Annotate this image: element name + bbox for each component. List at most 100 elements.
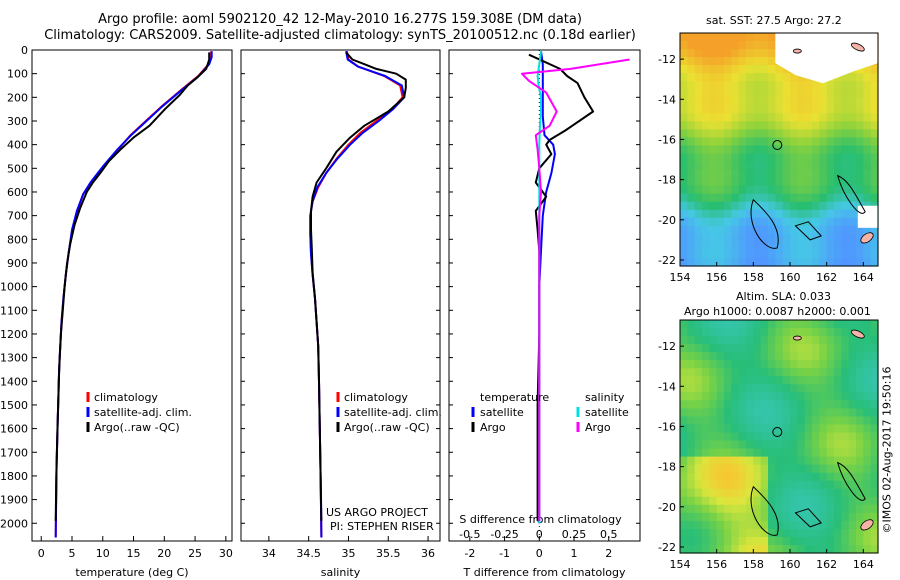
map-cell	[819, 233, 828, 243]
map-cell	[680, 352, 688, 361]
map-cell	[775, 496, 784, 506]
map-cell	[709, 320, 718, 329]
map-cell	[856, 400, 864, 409]
map-cell	[775, 65, 784, 74]
map-cell	[826, 137, 835, 146]
map-cell	[804, 432, 813, 442]
map-cell	[768, 249, 776, 259]
y-tick-label: 2000	[0, 517, 28, 530]
map-cell	[841, 225, 850, 235]
map-cell	[775, 193, 784, 203]
map-cell	[834, 488, 842, 498]
map-cell	[782, 105, 791, 114]
map-cell	[724, 73, 732, 82]
map-cell	[804, 137, 813, 146]
map-cell	[834, 464, 842, 474]
map-cell	[834, 320, 842, 329]
map-cell	[768, 73, 776, 82]
map-cell	[834, 193, 842, 203]
map-cell	[687, 376, 696, 385]
map-cell	[753, 440, 762, 450]
map-cell	[870, 504, 879, 514]
map-cell	[738, 89, 747, 98]
map-cell	[797, 472, 806, 482]
map-cell	[738, 113, 747, 122]
map-cell	[826, 113, 835, 122]
map-cell	[680, 89, 688, 98]
map-cell	[760, 480, 769, 490]
map-cell	[856, 376, 864, 385]
map-cell	[775, 113, 784, 122]
map-cell	[760, 512, 769, 522]
map-cell	[724, 472, 732, 482]
map-cell	[819, 121, 828, 130]
map-cell	[702, 169, 710, 179]
map-cell	[702, 480, 710, 490]
map-cell	[687, 65, 696, 74]
map-cell	[702, 233, 710, 243]
map-cell	[694, 545, 703, 554]
map-cell	[848, 528, 857, 538]
map-cell	[797, 225, 806, 235]
map-cell	[797, 209, 806, 219]
map-cell	[753, 225, 762, 235]
map-cell	[797, 432, 806, 442]
map-cell	[804, 392, 813, 401]
map-cell	[687, 153, 696, 163]
legend-label: Argo	[585, 421, 611, 434]
map-cell	[753, 97, 762, 106]
map-cell	[753, 536, 762, 546]
map-cell	[870, 480, 879, 490]
map-cell	[716, 360, 725, 369]
map-cell	[738, 360, 747, 369]
map-cell	[863, 113, 872, 122]
map-cell	[746, 408, 754, 417]
map-cell	[716, 185, 725, 195]
map-cell	[702, 528, 710, 538]
map-cell	[694, 225, 703, 235]
map-cell	[790, 512, 798, 522]
map-cell	[790, 328, 798, 337]
map-cell	[746, 193, 754, 203]
map-cell	[694, 376, 703, 385]
map-cell	[738, 328, 747, 337]
map-cell	[841, 432, 850, 442]
map-cell	[760, 545, 769, 554]
map-cell	[856, 424, 864, 433]
map-cell	[738, 368, 747, 377]
map-cell	[768, 392, 776, 401]
map-cell	[856, 464, 864, 474]
map-cell	[856, 113, 864, 122]
map-cell	[694, 448, 703, 458]
map-cell	[746, 105, 754, 114]
map-cell	[746, 129, 754, 138]
map-cell	[819, 193, 828, 203]
map-cell	[731, 217, 740, 227]
map-cell	[782, 376, 791, 385]
map-cell	[724, 258, 732, 267]
map-cell	[797, 424, 806, 433]
map-cell	[702, 368, 710, 377]
map-cell	[768, 432, 776, 442]
map-cell	[738, 424, 747, 433]
map-cell	[812, 145, 820, 155]
map-cell	[724, 496, 732, 506]
map-cell	[848, 113, 857, 122]
map-cell	[694, 408, 703, 417]
map-cell	[870, 336, 879, 345]
map-cell	[702, 73, 710, 82]
map-cell	[724, 41, 732, 50]
y-tick-label: 100	[7, 68, 28, 81]
map-cell	[687, 105, 696, 114]
map-cell	[738, 129, 747, 138]
map-cell	[870, 121, 879, 130]
map-cell	[775, 258, 784, 267]
x-tick-label: 0	[38, 547, 45, 560]
map-cell	[790, 169, 798, 179]
map-cell	[680, 97, 688, 106]
map-cell	[768, 105, 776, 114]
map-cell	[848, 424, 857, 433]
map-cell	[797, 448, 806, 458]
map-cell	[731, 400, 740, 409]
map-cell	[797, 392, 806, 401]
